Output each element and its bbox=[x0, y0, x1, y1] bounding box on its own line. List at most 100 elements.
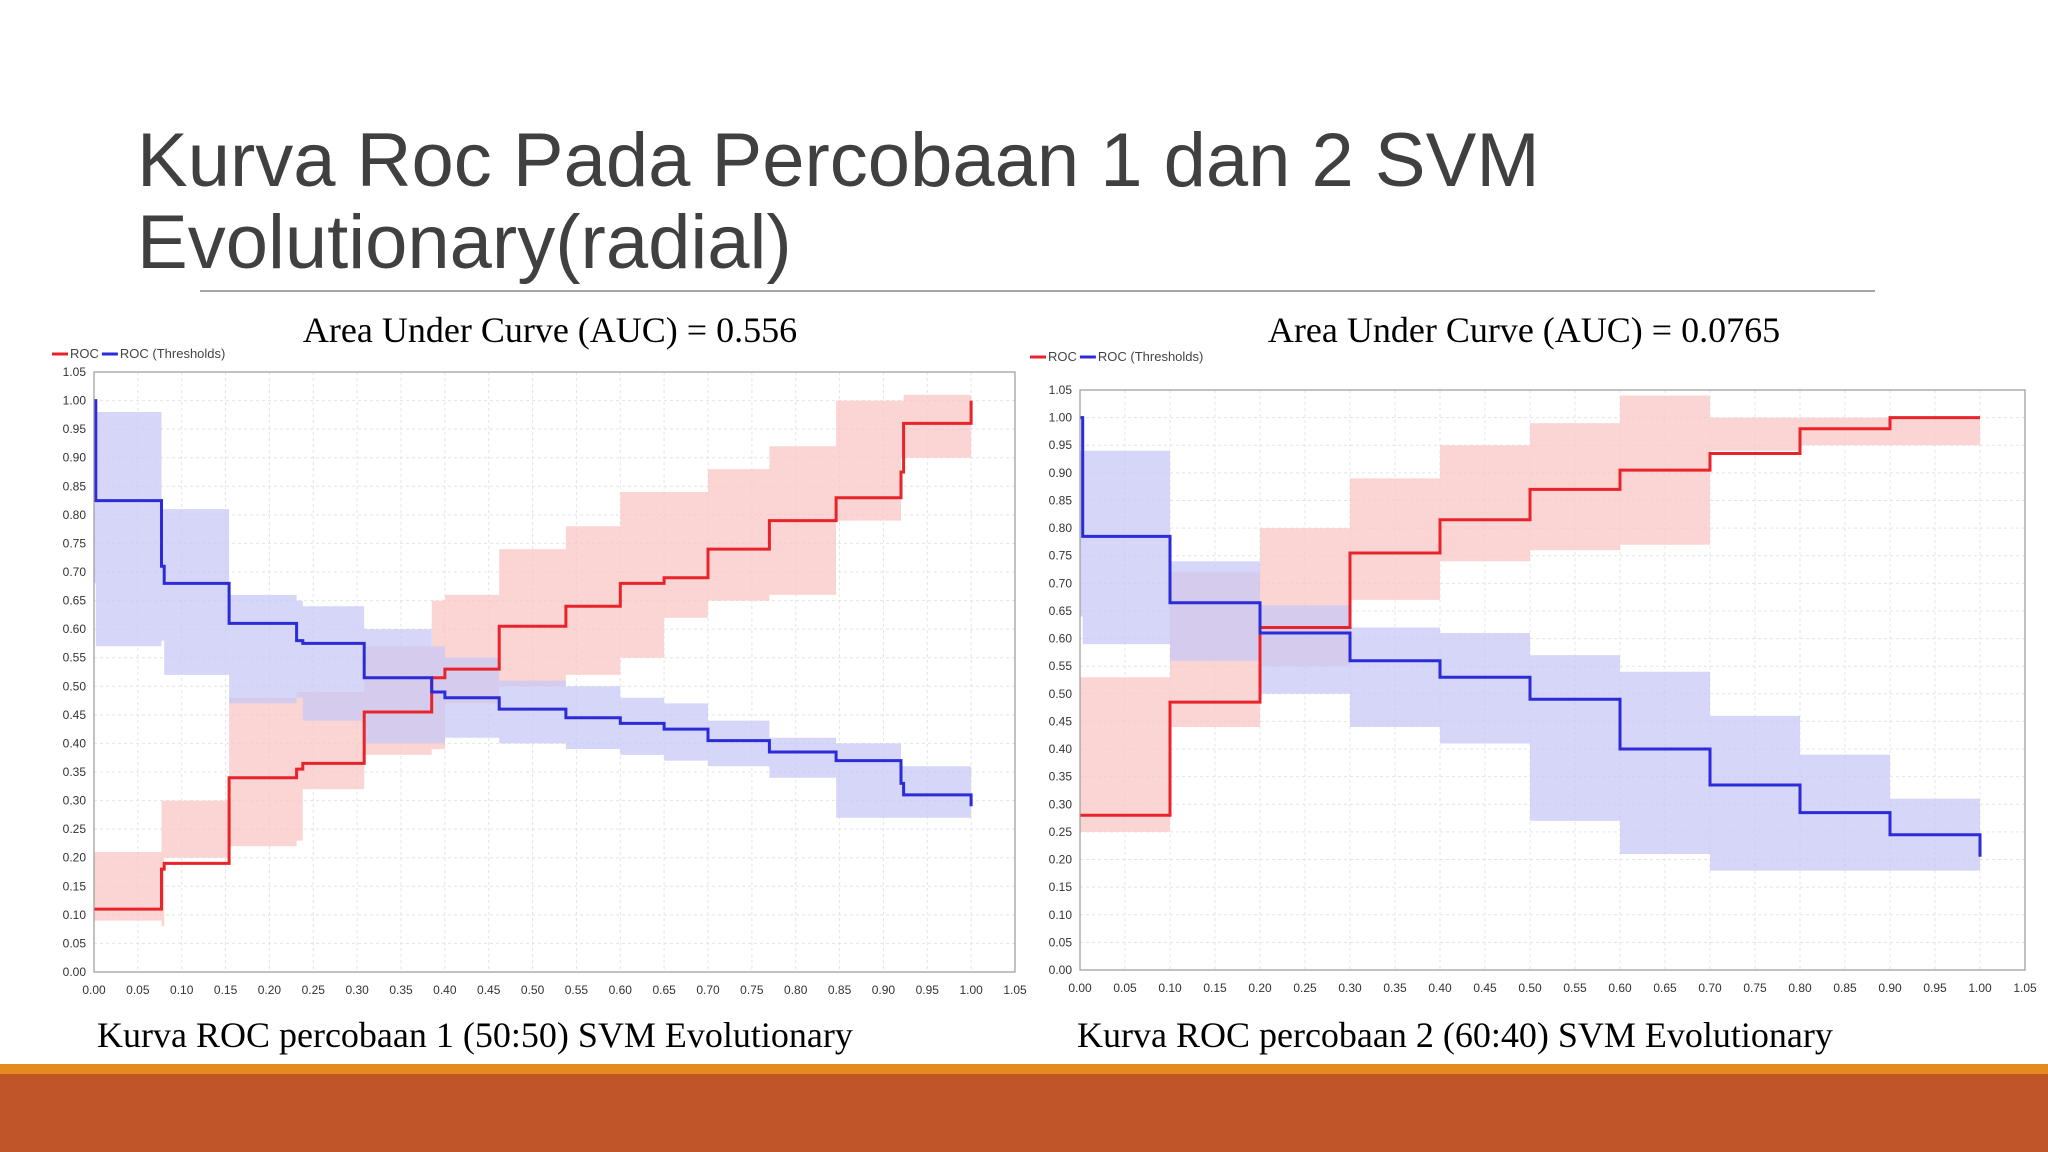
x-tick-label: 0.05 bbox=[1113, 981, 1137, 995]
x-tick-label: 0.60 bbox=[1608, 981, 1632, 995]
x-tick-label: 0.95 bbox=[1923, 981, 1947, 995]
y-tick-label: 0.50 bbox=[63, 679, 87, 693]
x-tick-label: 0.65 bbox=[1653, 981, 1677, 995]
y-tick-label: 0.20 bbox=[63, 851, 87, 865]
roc-chart-2: 0.00 0.05 0.10 0.15 0.20 0.25 0.30 0.35 0.40 0.45… bbox=[1030, 310, 2048, 1010]
x-tick-label: 1.05 bbox=[1003, 983, 1027, 997]
y-tick-label: 0.45 bbox=[1049, 714, 1073, 728]
plot-frame bbox=[1079, 389, 2026, 971]
x-tick-label: 0.50 bbox=[1518, 981, 1542, 995]
y-tick-label: 1.00 bbox=[1049, 411, 1073, 425]
chart-caption-1: Kurva ROC percobaan 1 (50:50) SVM Evolut… bbox=[97, 1015, 853, 1055]
y-tick-label: 0.05 bbox=[63, 936, 87, 950]
x-tick-label: 0.60 bbox=[609, 983, 633, 997]
y-tick-label: 0.70 bbox=[63, 565, 87, 579]
x-tick-label: 0.05 bbox=[126, 983, 150, 997]
y-tick-label: 0.25 bbox=[63, 822, 87, 836]
y-tick-label: 0.20 bbox=[1049, 853, 1073, 867]
chart-caption-2: Kurva ROC percobaan 2 (60:40) SVM Evolut… bbox=[1077, 1015, 1833, 1055]
y-tick-label: 0.75 bbox=[1049, 549, 1073, 563]
y-tick-label: 0.05 bbox=[1049, 935, 1073, 949]
x-tick-label: 0.80 bbox=[784, 983, 808, 997]
series-line-thresholds bbox=[94, 399, 973, 807]
legend-label-thresholds: ROC (Thresholds) bbox=[120, 346, 225, 361]
y-tick-label: 0.65 bbox=[1049, 604, 1073, 618]
roc-chart-1-svg: 0.00 0.05 0.10 0.15 0.20 0.25 0.30 0.35 0.40 0.45… bbox=[52, 310, 1027, 997]
y-tick-label: 0.55 bbox=[63, 651, 87, 665]
y-tick-label: 0.10 bbox=[63, 908, 87, 922]
x-tick-label: 0.25 bbox=[1293, 981, 1317, 995]
series-line-thresholds bbox=[1080, 416, 1982, 857]
y-tick-label: 0.60 bbox=[63, 622, 87, 636]
series-band-roc bbox=[94, 394, 972, 967]
x-tick-label: 0.85 bbox=[1833, 981, 1857, 995]
plot-frame bbox=[93, 371, 1016, 973]
y-tick-label: 0.95 bbox=[1049, 438, 1073, 452]
y-tick-label: 0.70 bbox=[1049, 576, 1073, 590]
chart-legend: ROC ROC (Thresholds) bbox=[52, 346, 225, 361]
x-tick-label: 0.70 bbox=[696, 983, 720, 997]
x-tick-label: 0.30 bbox=[1338, 981, 1362, 995]
y-tick-label: 0.85 bbox=[63, 479, 87, 493]
x-tick-label: 0.75 bbox=[1743, 981, 1767, 995]
x-tick-label: 0.15 bbox=[214, 983, 238, 997]
x-tick-label: 1.00 bbox=[959, 983, 983, 997]
y-tick-label: 0.35 bbox=[1049, 770, 1073, 784]
x-tick-label: 0.95 bbox=[916, 983, 940, 997]
x-tick-label: 0.85 bbox=[828, 983, 852, 997]
chart-title: Area Under Curve (AUC) = 0.556 bbox=[303, 310, 797, 350]
x-tick-label: 0.20 bbox=[258, 983, 282, 997]
x-tick-label: 0.35 bbox=[389, 983, 413, 997]
series-band-thresholds bbox=[1080, 450, 1980, 871]
title-divider bbox=[200, 290, 1875, 292]
x-tick-label: 0.35 bbox=[1383, 981, 1407, 995]
y-tick-label: 0.40 bbox=[1049, 742, 1073, 756]
chart-legend: ROC ROC (Thresholds) bbox=[1030, 349, 1203, 364]
x-tick-label: 0.90 bbox=[1878, 981, 1902, 995]
x-tick-label: 0.40 bbox=[1428, 981, 1452, 995]
y-tick-label: 1.00 bbox=[63, 394, 87, 408]
x-tick-label: 0.10 bbox=[1158, 981, 1182, 995]
series-line-roc bbox=[94, 400, 973, 911]
y-tick-label: 0.55 bbox=[1049, 659, 1073, 673]
x-tick-label: 0.40 bbox=[433, 983, 457, 997]
y-tick-label: 0.75 bbox=[63, 536, 87, 550]
slide-title: Kurva Roc Pada Percobaan 1 dan 2 SVM Evo… bbox=[137, 118, 1540, 285]
footer-band bbox=[0, 1074, 2048, 1152]
legend-label-roc: ROC bbox=[70, 346, 99, 361]
x-tick-label: 0.90 bbox=[872, 983, 896, 997]
y-tick-label: 0.45 bbox=[63, 708, 87, 722]
x-tick-label: 0.55 bbox=[565, 983, 589, 997]
x-tick-label: 0.45 bbox=[477, 983, 501, 997]
x-tick-label: 0.55 bbox=[1563, 981, 1587, 995]
x-tick-label: 1.00 bbox=[1968, 981, 1992, 995]
y-tick-label: 0.40 bbox=[63, 736, 87, 750]
y-tick-label: 0.00 bbox=[1049, 963, 1073, 977]
x-tick-label: 0.70 bbox=[1698, 981, 1722, 995]
y-tick-label: 0.50 bbox=[1049, 687, 1073, 701]
y-tick-label: 0.90 bbox=[63, 451, 87, 465]
y-tick-label: 0.60 bbox=[1049, 632, 1073, 646]
y-tick-label: 0.25 bbox=[1049, 825, 1073, 839]
x-tick-label: 0.10 bbox=[170, 983, 194, 997]
x-tick-label: 0.65 bbox=[652, 983, 676, 997]
y-tick-label: 0.85 bbox=[1049, 493, 1073, 507]
roc-chart-2-svg: 0.00 0.05 0.10 0.15 0.20 0.25 0.30 0.35 0.40 0.45… bbox=[1030, 310, 2037, 995]
series-band-roc bbox=[1080, 395, 1980, 954]
x-tick-label: 0.50 bbox=[521, 983, 545, 997]
x-tick-label: 0.00 bbox=[82, 983, 106, 997]
x-tick-label: 0.30 bbox=[345, 983, 369, 997]
x-tick-label: 0.75 bbox=[740, 983, 764, 997]
series-band-thresholds bbox=[94, 412, 972, 818]
x-tick-label: 0.20 bbox=[1248, 981, 1272, 995]
y-tick-label: 0.15 bbox=[1049, 880, 1073, 894]
legend-label-roc: ROC bbox=[1048, 349, 1077, 364]
legend-label-thresholds: ROC (Thresholds) bbox=[1098, 349, 1203, 364]
x-tick-label: 0.25 bbox=[302, 983, 326, 997]
y-tick-label: 1.05 bbox=[1049, 383, 1073, 397]
y-tick-label: 0.35 bbox=[63, 765, 87, 779]
y-tick-label: 0.80 bbox=[1049, 521, 1073, 535]
y-tick-label: 0.65 bbox=[63, 594, 87, 608]
x-tick-label: 0.00 bbox=[1068, 981, 1092, 995]
y-tick-label: 0.95 bbox=[63, 422, 87, 436]
